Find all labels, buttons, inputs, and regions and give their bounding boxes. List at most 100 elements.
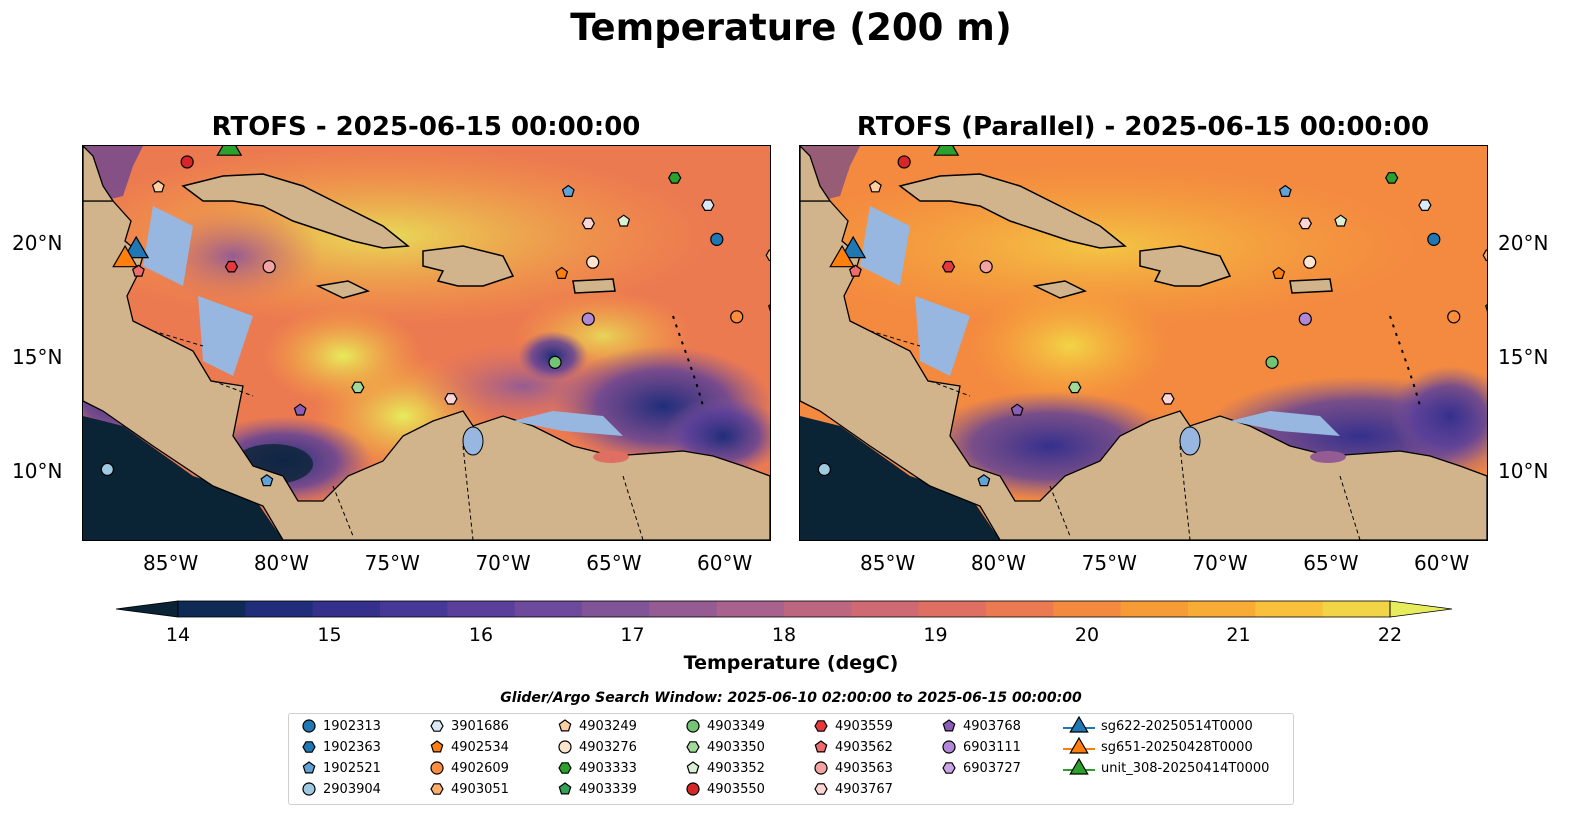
- legend-label: 4903339: [579, 781, 637, 797]
- warm-region: [970, 286, 1170, 406]
- figure-title: Temperature (200 m): [570, 6, 1012, 49]
- argo-float-1902313: [710, 232, 724, 246]
- argo-float-3901686: [1418, 199, 1432, 212]
- colorbar-cell: [1188, 601, 1256, 617]
- latitude-tick-label: 20°N: [1498, 230, 1549, 255]
- longitude-tick-label: 70°W: [1192, 551, 1248, 575]
- legend-entry: 4903563: [813, 758, 893, 778]
- argo-float-6903111: [1298, 312, 1312, 326]
- argo-float-4903349: [1265, 355, 1279, 369]
- legend-label: 3901686: [451, 718, 509, 734]
- longitude-tick-label: 70°W: [475, 551, 531, 575]
- argo-float-4903333: [668, 172, 682, 184]
- legend-triangle: [1069, 758, 1089, 775]
- legend-hexagon: [430, 783, 444, 795]
- colorbar-outline: [177, 600, 1391, 618]
- legend-marker-icon: [1063, 716, 1095, 733]
- colorbar-cell: [1120, 601, 1189, 617]
- colorbar-tick-label: 15: [317, 624, 342, 646]
- colorbar-cell: [245, 601, 314, 617]
- argo-float-2903904: [817, 462, 831, 476]
- argo-float-1902521: [561, 184, 575, 198]
- legend-entry: 4903249: [557, 716, 637, 736]
- legend-label: 4903559: [835, 718, 893, 734]
- left-map-canvas: [83, 146, 770, 540]
- longitude-tick-label: 85°W: [860, 551, 916, 575]
- left-map[interactable]: [82, 145, 771, 541]
- legend-hexagon: [430, 720, 444, 732]
- continental-shelf: [915, 296, 970, 376]
- mexico-landmass: [83, 146, 115, 202]
- legend-marker-icon: [558, 782, 572, 795]
- legend-entry: 4903339: [557, 779, 637, 799]
- argo-float-2903904: [100, 462, 114, 476]
- legend-pentagon: [302, 761, 316, 774]
- argo-float-4903349: [548, 355, 562, 369]
- glider-unit_308-20250414T0000: [933, 146, 960, 156]
- legend-marker-icon: [430, 740, 444, 753]
- legend-circle: [430, 761, 444, 775]
- legend-label: 2903904: [323, 781, 381, 797]
- argo-float-6903111: [581, 312, 595, 326]
- legend-circle: [942, 740, 956, 754]
- legend-triangle: [1069, 737, 1089, 754]
- colorbar-tick-label: 14: [165, 624, 191, 646]
- legend-label: 4903550: [707, 781, 765, 797]
- glider-sg622-20250514T0000: [840, 235, 867, 259]
- legend-entry: 4903352: [685, 758, 765, 778]
- cold-patch: [1310, 451, 1346, 463]
- argo-float-4903339: [767, 304, 770, 312]
- legend-entry: unit_308-20250414T0000: [1063, 758, 1269, 778]
- legend-entry: 1902363: [301, 737, 381, 757]
- argo-float-1902521: [977, 474, 991, 487]
- right-panel-title: RTOFS (Parallel) - 2025-06-15 00:00:00: [856, 112, 1430, 142]
- colorbar-cell: [649, 601, 718, 617]
- latitude-tick-label: 10°N: [1498, 458, 1549, 483]
- legend-circle: [686, 719, 700, 733]
- argo-float-4903249: [868, 180, 882, 193]
- legend-label: 4903349: [707, 718, 765, 734]
- longitude-tick-label: 65°W: [586, 551, 642, 575]
- legend-marker-icon: [814, 783, 828, 795]
- argo-float-4903559: [941, 260, 956, 273]
- legend-marker-icon: [558, 719, 572, 732]
- legend-marker-icon: [430, 761, 444, 775]
- legend-pentagon: [814, 740, 828, 753]
- legend-entry: sg651-20250428T0000: [1063, 737, 1253, 757]
- country-borders: [152, 330, 644, 540]
- pacific-ocean: [83, 416, 283, 540]
- latitude-tick-label: 15°N: [1498, 344, 1549, 369]
- argo-float-4903051: [1482, 249, 1487, 262]
- argo-float-4903350: [1068, 381, 1082, 394]
- lake-maracaibo: [1179, 426, 1201, 456]
- colorbar-cell: [1255, 601, 1324, 617]
- right-map[interactable]: [799, 145, 1488, 541]
- continental-shelf: [513, 411, 623, 436]
- glider-unit_308-20250414T0000: [216, 146, 243, 156]
- legend-entry: 4903333: [557, 758, 637, 778]
- colorbar-extend-low: [116, 600, 179, 618]
- longitude-tick-label: 75°W: [1081, 551, 1137, 575]
- legend-marker-icon: [686, 719, 700, 733]
- legend-pentagon: [942, 719, 956, 732]
- legend-marker-icon: [814, 761, 828, 775]
- legend-pentagon: [686, 761, 700, 774]
- latitude-tick-label: 20°N: [12, 230, 63, 255]
- argo-float-1902521: [1278, 184, 1292, 198]
- argo-float-1902521: [260, 474, 274, 487]
- continental-shelf: [1230, 411, 1340, 436]
- continental-shelf: [143, 206, 193, 286]
- colorbar-extend-high: [1389, 600, 1452, 618]
- legend-label: 6903111: [963, 739, 1021, 755]
- legend-marker-icon: [302, 741, 316, 753]
- jamaica-island: [1032, 280, 1088, 299]
- colorbar-tick-label: 18: [771, 624, 797, 646]
- argo-float-4903767: [581, 217, 595, 230]
- colorbar-tick-label: 22: [1377, 624, 1403, 646]
- jamaica-island: [315, 280, 371, 299]
- argo-float-4903333: [1385, 172, 1399, 184]
- legend-label: 4902534: [451, 739, 509, 755]
- legend-label: 4903333: [579, 760, 637, 776]
- legend-hexagon: [942, 762, 956, 774]
- argo-float-4903339: [1484, 304, 1487, 312]
